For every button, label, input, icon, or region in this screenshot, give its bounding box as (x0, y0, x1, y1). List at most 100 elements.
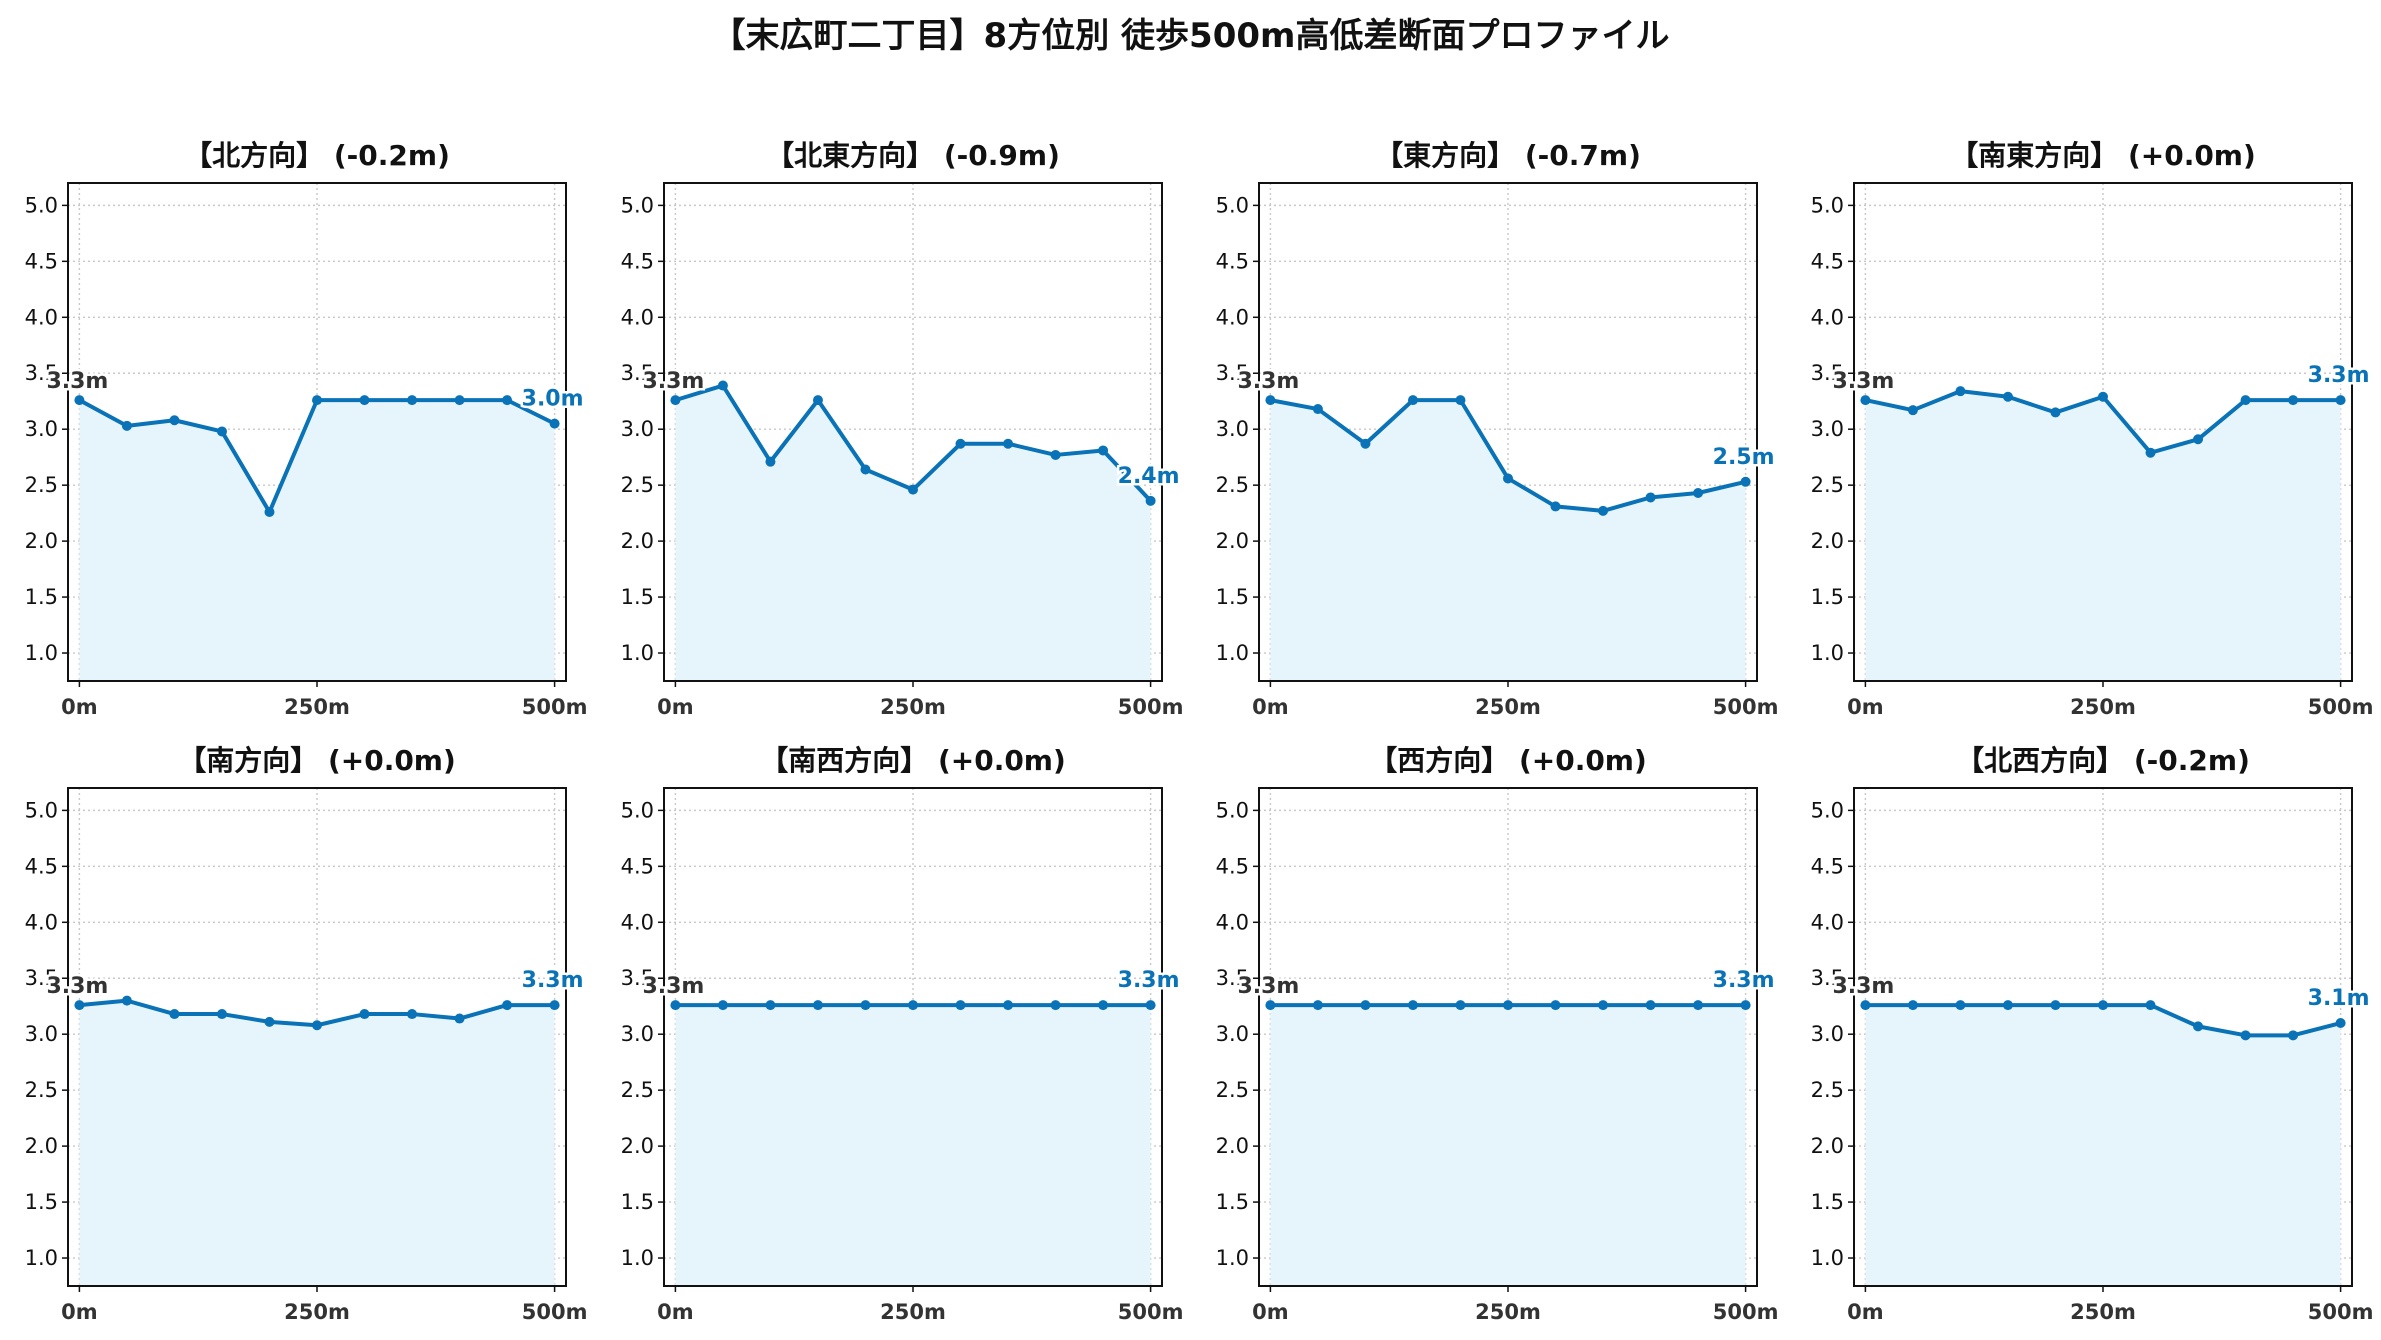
area-fill (1270, 1005, 1746, 1286)
data-point (121, 995, 132, 1006)
end-elevation-label: 3.3m (522, 968, 584, 993)
y-tick-label: 4.0 (1216, 305, 1249, 329)
data-point (2335, 395, 2346, 406)
data-point (955, 1000, 966, 1011)
data-point (454, 395, 465, 406)
data-point (2193, 1021, 2204, 1032)
start-elevation-label: 3.3m (46, 974, 108, 999)
y-tick-label: 1.0 (1216, 1246, 1249, 1270)
subplot-title: 【北西方向】 (-0.2m) (1956, 744, 2250, 777)
data-point (1550, 1000, 1561, 1011)
y-tick-label: 4.0 (621, 305, 654, 329)
y-tick-label: 4.5 (621, 854, 654, 878)
data-point (1145, 495, 1156, 506)
data-point (1645, 1000, 1656, 1011)
data-point (359, 1009, 370, 1020)
y-tick-label: 4.5 (1216, 249, 1249, 273)
y-tick-label: 1.5 (1216, 1190, 1249, 1214)
subplot-5: 1.0 1.5 2.0 2.5 3.0 3.5 4.0 4.5 5.0 0m 250m 500m 3.3… (621, 744, 1184, 1324)
y-tick-label: 2.0 (621, 1134, 654, 1158)
y-tick-label: 2.0 (1811, 1134, 1844, 1158)
y-tick-label: 5.0 (1811, 193, 1844, 217)
end-elevation-label: 3.3m (2308, 363, 2370, 388)
end-elevation-label: 3.3m (1713, 968, 1775, 993)
data-point (908, 484, 918, 495)
x-tick-label: 500m (1713, 695, 1779, 719)
y-tick-label: 1.0 (1811, 1246, 1844, 1270)
data-point (860, 1000, 871, 1011)
y-tick-label: 3.5 (25, 966, 58, 990)
data-point (216, 426, 227, 437)
data-point (74, 1000, 85, 1011)
data-point (2193, 434, 2204, 445)
y-tick-label: 4.5 (1216, 854, 1249, 878)
x-tick-label: 0m (1847, 1300, 1884, 1324)
area-fill (675, 1005, 1151, 1286)
y-tick-label: 2.0 (1216, 1134, 1249, 1158)
y-tick-label: 4.5 (621, 249, 654, 273)
end-elevation-label: 3.0m (522, 387, 584, 412)
x-tick-label: 250m (880, 1300, 946, 1324)
area-fill (79, 1000, 555, 1286)
x-tick-label: 0m (61, 695, 98, 719)
y-tick-label: 5.0 (621, 798, 654, 822)
data-point (955, 438, 966, 449)
x-tick-label: 500m (2308, 695, 2374, 719)
area-fill (1270, 400, 1746, 681)
data-point (407, 1009, 418, 1020)
data-point (1955, 386, 1966, 397)
data-point (1050, 1000, 1061, 1011)
data-point (1645, 492, 1656, 503)
end-elevation-label: 3.3m (1118, 968, 1180, 993)
y-tick-label: 4.5 (1811, 249, 1844, 273)
data-point (1003, 438, 1014, 449)
data-point (1955, 1000, 1966, 1011)
y-tick-label: 2.5 (1216, 473, 1249, 497)
x-tick-label: 250m (2070, 1300, 2136, 1324)
start-elevation-label: 3.3m (46, 369, 108, 394)
data-point (2050, 407, 2061, 418)
y-tick-label: 1.5 (1811, 1190, 1844, 1214)
y-tick-label: 4.0 (1216, 910, 1249, 934)
data-point (1312, 1000, 1323, 1011)
data-point (1503, 473, 1513, 484)
data-point (1050, 449, 1061, 460)
subplot-7: 1.0 1.5 2.0 2.5 3.0 3.5 4.0 4.5 5.0 0m 250m 500m 3.3… (1811, 744, 2374, 1324)
x-tick-label: 0m (1252, 695, 1289, 719)
data-point (1598, 505, 1609, 516)
y-tick-label: 1.0 (621, 641, 654, 665)
data-point (1098, 1000, 1109, 1011)
y-tick-label: 4.5 (1811, 854, 1844, 878)
y-tick-label: 3.0 (1216, 417, 1249, 441)
data-point (2098, 391, 2108, 402)
data-point (765, 1000, 776, 1011)
subplot-title: 【南方向】 (+0.0m) (178, 744, 456, 777)
data-point (1740, 1000, 1751, 1011)
data-point (169, 1009, 180, 1020)
data-point (860, 464, 871, 475)
data-point (2240, 1030, 2251, 1041)
data-point (1860, 395, 1871, 406)
y-tick-label: 2.5 (1811, 473, 1844, 497)
data-point (359, 395, 370, 406)
y-tick-label: 1.0 (25, 641, 58, 665)
end-elevation-label: 2.4m (1118, 464, 1180, 489)
y-tick-label: 2.5 (621, 473, 654, 497)
subplot-title: 【南西方向】 (+0.0m) (760, 744, 1066, 777)
y-tick-label: 3.0 (25, 417, 58, 441)
y-tick-label: 5.0 (1216, 798, 1249, 822)
y-tick-label: 3.5 (1216, 361, 1249, 385)
y-tick-label: 1.0 (1811, 641, 1844, 665)
data-point (2145, 1000, 2156, 1011)
y-tick-label: 1.5 (25, 1190, 58, 1214)
data-point (2050, 1000, 2061, 1011)
data-point (312, 395, 322, 406)
data-point (549, 1000, 560, 1011)
start-elevation-label: 3.3m (1832, 369, 1894, 394)
y-tick-label: 2.0 (25, 1134, 58, 1158)
data-point (1312, 404, 1323, 415)
data-point (1455, 395, 1466, 406)
subplot-0: 1.0 1.5 2.0 2.5 3.0 3.5 4.0 4.5 5.0 0m 250m 500m 3.3… (25, 139, 588, 719)
data-point (2288, 395, 2299, 406)
